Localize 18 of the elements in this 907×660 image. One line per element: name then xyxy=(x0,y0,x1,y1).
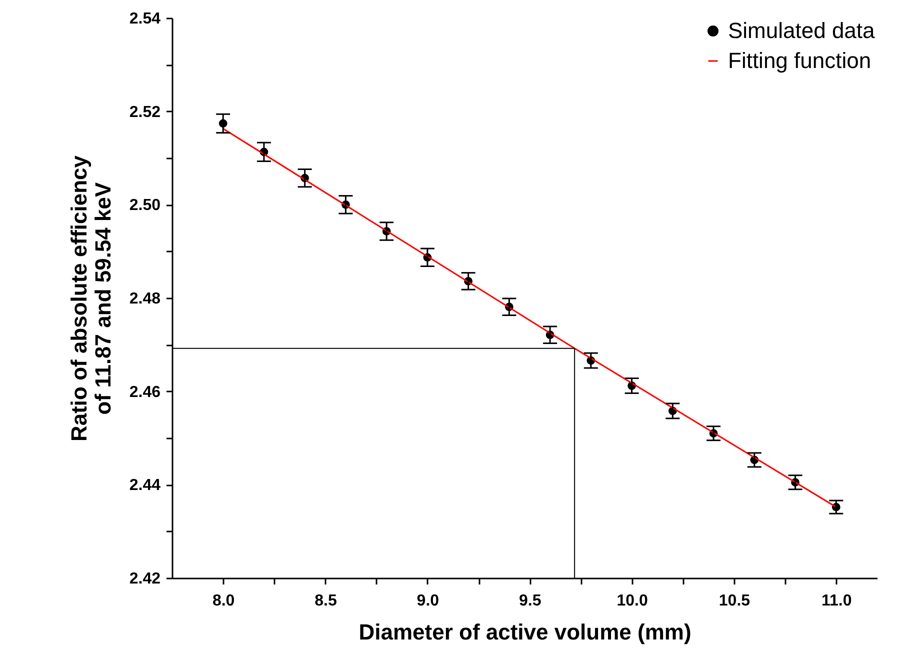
x-tick-label: 10.0 xyxy=(616,592,648,610)
y-tick-label: 2.42 xyxy=(129,570,161,588)
y-tick-label: 2.44 xyxy=(129,477,161,494)
legend-label: Simulated data xyxy=(728,18,876,43)
x-tick-label: 11.0 xyxy=(822,592,852,610)
x-tick-label: 8.0 xyxy=(212,592,235,610)
y-tick-label: 2.52 xyxy=(129,104,161,121)
legend-label: Fitting function xyxy=(728,48,872,73)
y-axis-title: Ratio of absolute efficiency of 11.87 and 59.54 keV xyxy=(66,154,116,442)
x-tick-label: 9.5 xyxy=(518,592,542,610)
x-tick-label: 9.0 xyxy=(416,592,440,610)
x-tick-label: 8.5 xyxy=(314,592,337,610)
y-tick-label: 2.54 xyxy=(129,10,161,28)
y-tick-label: 2.50 xyxy=(129,197,161,214)
y-tick-label: 2.48 xyxy=(129,290,161,308)
y-tick-label: 2.46 xyxy=(129,384,161,401)
x-tick-label: 10.5 xyxy=(718,592,750,610)
x-axis-title: Diameter of active volume (mm) xyxy=(358,620,692,644)
